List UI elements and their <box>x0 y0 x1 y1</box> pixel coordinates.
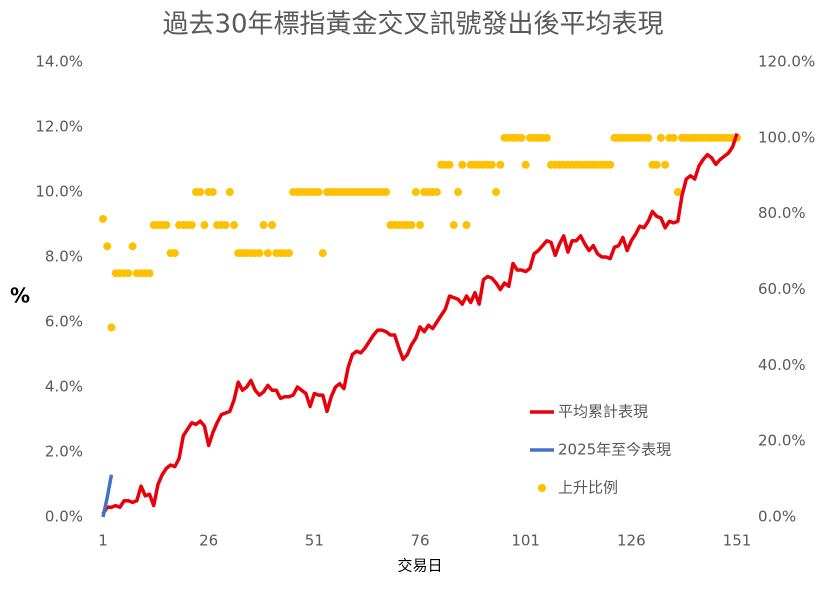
scatter-point <box>517 133 526 142</box>
scatter-point <box>103 242 112 251</box>
x-tick-label: 126 <box>617 532 646 550</box>
scatter-point <box>644 133 653 142</box>
scatter-point <box>268 221 277 230</box>
scatter-point <box>99 214 107 223</box>
scatter-point <box>454 188 463 197</box>
scatter-point <box>170 249 179 258</box>
scatter-point <box>462 221 471 230</box>
scatter-point <box>449 221 458 230</box>
scatter-point <box>230 221 239 230</box>
series-line <box>101 132 739 515</box>
scatter-point <box>656 133 665 142</box>
x-tick-label: 1 <box>98 532 108 550</box>
scatter-point <box>208 188 217 197</box>
y-tick-label: 2.0% <box>45 443 83 461</box>
scatter-point <box>411 188 420 197</box>
scatter-point <box>416 221 424 230</box>
y-axis-label: % <box>10 284 30 308</box>
legend-label: 2025年至今表現 <box>558 441 671 459</box>
scatter-point <box>225 188 234 197</box>
scatter-point <box>263 249 272 258</box>
scatter-point <box>107 323 116 332</box>
chart-title: 過去30年標指黃金交叉訊號發出後平均表現 <box>162 10 663 40</box>
y-tick-label: 4.0% <box>45 378 83 396</box>
y2-tick-label: 20.0% <box>758 432 806 450</box>
scatter-point <box>259 221 268 230</box>
y2-tick-label: 40.0% <box>758 356 806 374</box>
x-axis-label: 交易日 <box>397 557 442 575</box>
scatter-point <box>458 160 467 169</box>
scatter-point <box>661 160 670 169</box>
scatter-point <box>669 133 678 142</box>
series-line <box>101 474 114 518</box>
y2-tick-label: 120.0% <box>758 53 815 71</box>
x-tick-label: 26 <box>199 532 218 550</box>
scatter-point <box>196 188 205 197</box>
scatter-point <box>606 160 615 169</box>
y-tick-label: 14.0% <box>35 53 83 71</box>
scatter-point <box>382 188 391 197</box>
scatter-point <box>187 221 196 230</box>
x-tick-label: 151 <box>723 532 752 550</box>
y-tick-label: 12.0% <box>35 118 83 136</box>
y-tick-label: 0.0% <box>45 508 83 526</box>
scatter-point <box>542 133 551 142</box>
legend-marker <box>538 484 546 492</box>
y2-tick-label: 0.0% <box>758 508 796 526</box>
scatter-point <box>124 269 133 278</box>
scatter-point <box>445 160 454 169</box>
scatter-point <box>318 249 327 258</box>
scatter-point <box>200 221 209 230</box>
scatter-point <box>162 221 171 230</box>
y2-tick-label: 80.0% <box>758 204 806 222</box>
y-tick-label: 10.0% <box>35 183 83 201</box>
scatter-point <box>652 160 661 169</box>
scatter-point <box>487 160 496 169</box>
y2-tick-label: 100.0% <box>758 128 815 146</box>
scatter-point <box>521 160 530 169</box>
y-tick-label: 8.0% <box>45 248 83 266</box>
scatter-point <box>255 249 264 258</box>
scatter-point <box>492 188 501 197</box>
y-tick-label: 6.0% <box>45 313 83 331</box>
legend-label: 平均累計表現 <box>558 403 648 421</box>
x-tick-label: 101 <box>511 532 540 550</box>
scatter-point <box>496 160 505 169</box>
x-tick-label: 51 <box>305 532 324 550</box>
scatter-point <box>432 188 441 197</box>
y2-tick-label: 60.0% <box>758 280 806 298</box>
scatter-point <box>145 269 154 278</box>
scatter-point <box>314 188 323 197</box>
legend-label: 上升比例 <box>558 479 618 497</box>
scatter-point <box>407 221 416 230</box>
scatter-point <box>128 242 137 251</box>
scatter-point <box>221 221 230 230</box>
x-tick-label: 76 <box>410 532 429 550</box>
scatter-point <box>673 188 682 197</box>
scatter-point <box>284 249 293 258</box>
